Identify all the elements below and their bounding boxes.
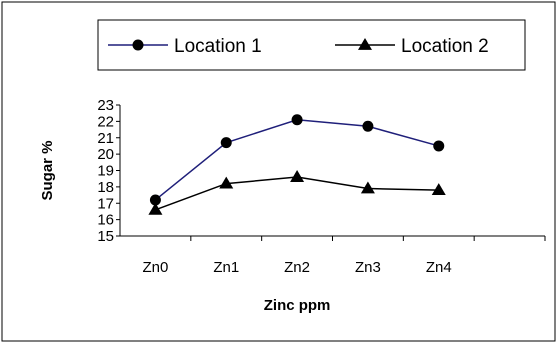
y-tick-label: 16 xyxy=(97,212,114,229)
series-2 xyxy=(148,170,446,215)
legend-marker xyxy=(132,39,144,51)
legend-marker xyxy=(358,38,372,50)
series-2-point xyxy=(219,176,234,189)
legend-label: Location 2 xyxy=(401,36,489,57)
legend-item-2: Location 2 xyxy=(335,36,489,57)
series-2-point xyxy=(360,181,375,194)
y-tick-label: 19 xyxy=(97,163,114,180)
series-1-point xyxy=(291,114,303,126)
x-axis-title: Zinc ppm xyxy=(264,297,331,314)
series-2-point xyxy=(290,170,305,182)
y-tick-label: 21 xyxy=(97,130,114,147)
legend-label: Location 1 xyxy=(174,36,262,57)
y-tick-label: 20 xyxy=(97,146,114,163)
y-tick-label: 23 xyxy=(97,97,114,114)
series-2-point xyxy=(148,202,163,215)
series-1-point xyxy=(362,120,374,132)
legend-item-1: Location 1 xyxy=(108,36,262,57)
y-tick-label: 17 xyxy=(97,195,114,212)
x-tick-label: Zn3 xyxy=(355,259,381,276)
x-tick-label: Zn0 xyxy=(142,259,168,276)
y-axis-title: Sugar % xyxy=(39,140,56,200)
x-tick-label: Zn1 xyxy=(213,259,239,276)
series-1-point xyxy=(149,194,161,206)
series-1-point xyxy=(220,137,232,149)
y-tick-label: 22 xyxy=(97,113,114,130)
y-tick-label: 15 xyxy=(97,228,114,245)
x-tick-label: Zn4 xyxy=(426,259,452,276)
series-2-point xyxy=(431,183,446,196)
legend: Location 1 Location 2 xyxy=(97,19,526,71)
x-tick-label: Zn2 xyxy=(284,259,310,276)
series-1 xyxy=(149,114,445,206)
series-1-point xyxy=(433,140,445,152)
legend-box xyxy=(97,19,526,71)
y-tick-label: 18 xyxy=(97,179,114,196)
